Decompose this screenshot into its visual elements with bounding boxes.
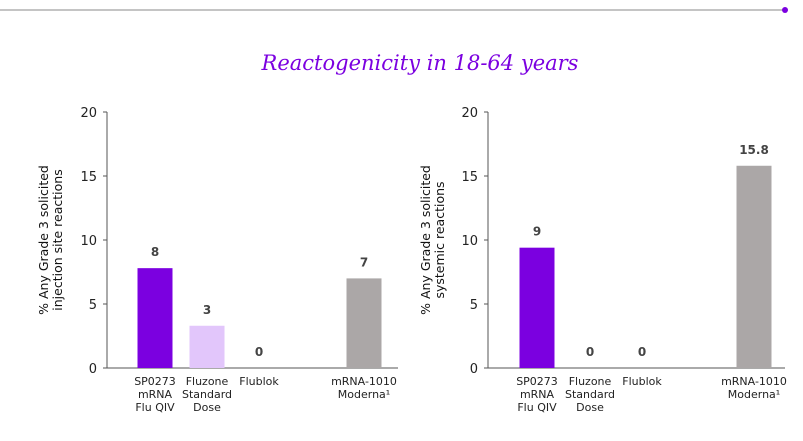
x-tick-label: Flublok: [622, 375, 662, 388]
y-axis-label: % Any Grade 3 solicitedinjection site re…: [36, 165, 65, 315]
x-tick-label-line: Fluzone: [569, 375, 612, 388]
bar: [189, 325, 225, 368]
y-tick-label: 15: [461, 170, 478, 185]
y-tick-label: 5: [470, 298, 478, 313]
bar: [346, 278, 382, 368]
x-tick-label: SP0273 mRNA Flu QIV: [134, 375, 176, 414]
value-label: 0: [586, 345, 594, 359]
bar: [137, 268, 173, 368]
x-tick-label: Fluzone Standard Dose: [565, 375, 615, 414]
value-label: 9: [533, 225, 541, 239]
y-axis-label-line: injection site reactions: [50, 169, 65, 310]
x-tick-label: Fluzone Standard Dose: [182, 375, 232, 414]
x-tick-label-line: Flublok: [622, 375, 662, 388]
y-axis-label: % Any Grade 3 solicitedsystemic reaction…: [418, 165, 447, 315]
y-tick-label: 0: [470, 362, 478, 377]
x-tick-label-line: Standard: [565, 388, 615, 401]
y-axis-label-line: % Any Grade 3 solicited: [418, 165, 433, 315]
x-tick-label-line: mRNA-1010: [721, 375, 787, 388]
rule-dot: [782, 7, 788, 13]
value-label: 15.8: [739, 143, 769, 157]
y-axis-label-line: systemic reactions: [432, 181, 447, 298]
x-tick-label-line: SP0273: [516, 375, 558, 388]
value-label: 0: [638, 345, 646, 359]
bar: [519, 247, 555, 368]
x-tick-label-line: mRNA-1010: [331, 375, 397, 388]
x-tick-label-line: Standard: [182, 388, 232, 401]
y-tick-label: 20: [80, 106, 97, 121]
x-tick-label-line: Flublok: [239, 375, 279, 388]
x-tick-label: mRNA-1010 Moderna¹: [721, 375, 787, 401]
x-tick-label-line: mRNA: [520, 388, 555, 401]
bar: [736, 165, 772, 368]
y-tick-label: 0: [89, 362, 97, 377]
x-tick-label: mRNA-1010 Moderna¹: [331, 375, 397, 401]
x-tick-label-line: Moderna¹: [338, 388, 390, 401]
y-tick-label: 15: [80, 170, 97, 185]
y-tick-label: 20: [461, 106, 478, 121]
chart-title: Reactogenicity in 18-64 years: [261, 51, 579, 75]
x-tick-label-line: Dose: [576, 401, 604, 414]
x-tick-label-line: SP0273: [134, 375, 176, 388]
x-tick-label: Flublok: [239, 375, 279, 388]
x-tick-label-line: mRNA: [138, 388, 173, 401]
y-tick-label: 10: [461, 234, 478, 249]
x-tick-label-line: Flu QIV: [517, 401, 557, 414]
x-tick-label-line: Flu QIV: [135, 401, 175, 414]
y-tick-label: 5: [89, 298, 97, 313]
x-tick-label-line: Moderna¹: [728, 388, 780, 401]
x-tick-label-line: Fluzone: [186, 375, 229, 388]
x-tick-label-line: Dose: [193, 401, 221, 414]
value-label: 0: [255, 345, 263, 359]
value-label: 7: [360, 255, 368, 269]
y-axis-label-line: % Any Grade 3 solicited: [36, 165, 51, 315]
value-label: 3: [203, 303, 211, 317]
value-label: 8: [151, 245, 159, 259]
x-tick-label: SP0273 mRNA Flu QIV: [516, 375, 558, 414]
y-tick-label: 10: [80, 234, 97, 249]
